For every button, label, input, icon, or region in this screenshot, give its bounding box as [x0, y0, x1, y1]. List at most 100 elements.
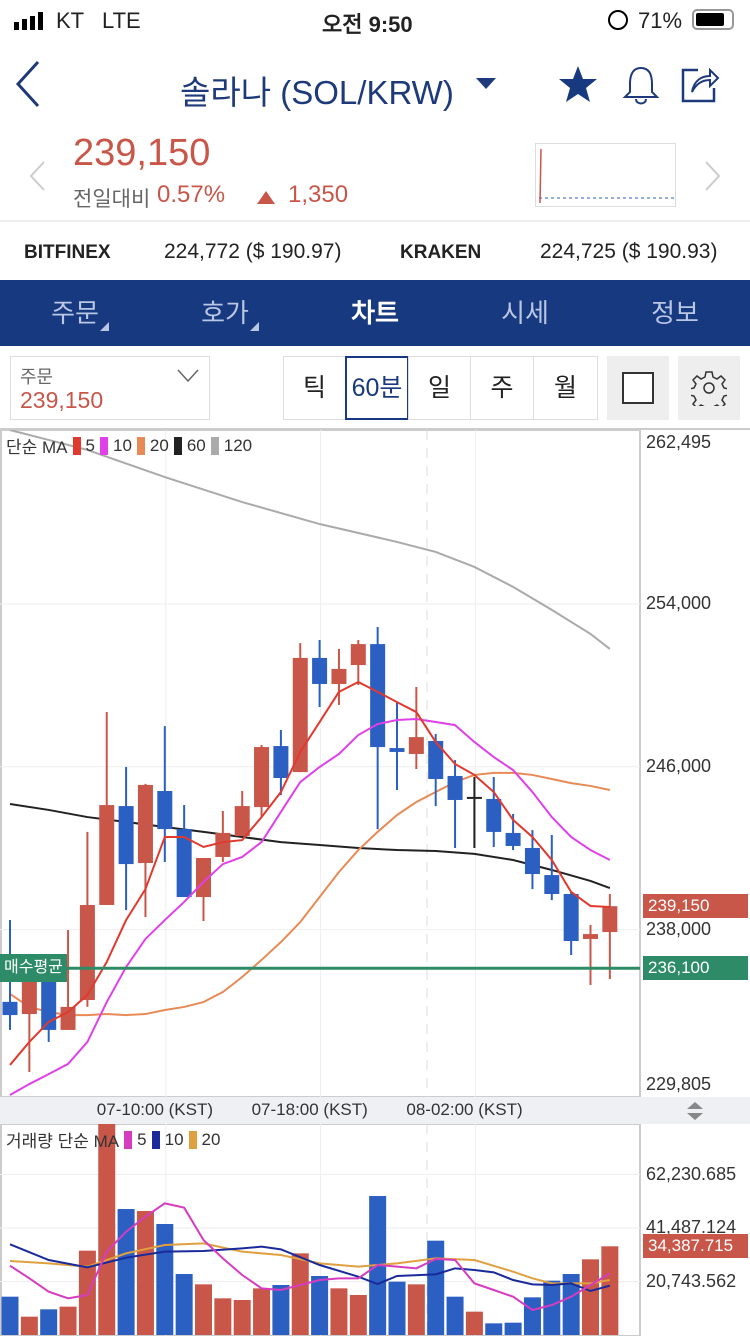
- candle-body: [41, 979, 57, 1030]
- change-percent: 0.57%: [157, 181, 226, 208]
- candle-body: [428, 740, 444, 780]
- candle-body: [2, 1001, 18, 1016]
- prev-coin-icon[interactable]: [28, 160, 46, 192]
- exchange-prices: BITFINEX 224,772 ($ 190.97) KRAKEN 224,7…: [0, 224, 750, 280]
- volume-bar: [582, 1259, 599, 1335]
- volume-bar: [117, 1209, 135, 1335]
- volume-bar: [272, 1284, 290, 1335]
- volume-bar: [175, 1274, 193, 1335]
- volume-bar: [523, 1297, 541, 1335]
- volume-ma20-line: [9, 1242, 611, 1285]
- volume-chart[interactable]: [0, 1124, 750, 1336]
- price-chart[interactable]: [0, 430, 750, 1097]
- plot-frame: [0, 430, 641, 1097]
- current-price: 239,150: [73, 132, 211, 174]
- exchange-name: BITFINEX: [24, 242, 111, 263]
- candle-body: [234, 806, 250, 836]
- square-icon: [622, 372, 654, 404]
- candle-body: [466, 796, 482, 799]
- candle-body: [486, 798, 502, 832]
- volume-bar: [214, 1298, 232, 1335]
- order-type-select[interactable]: 주문 239,150: [10, 356, 210, 420]
- candle-body: [273, 746, 289, 778]
- candle-body: [60, 1006, 76, 1030]
- volume-bar: [543, 1280, 561, 1335]
- volume-bar: [388, 1281, 406, 1335]
- battery-percent: 71%: [638, 8, 683, 33]
- volume-bar: [485, 1323, 503, 1335]
- candle-body: [137, 784, 153, 864]
- volume-bar: [59, 1306, 77, 1335]
- tab-label: 정보: [651, 298, 699, 328]
- quote-panel: 239,150 전일대비 0.57% 1,350: [0, 130, 750, 222]
- exchange-name: KRAKEN: [400, 242, 482, 263]
- volume-ma10-line: [9, 1243, 611, 1293]
- volume-bar: [446, 1296, 464, 1335]
- tab-orderbook[interactable]: 호가: [150, 280, 300, 346]
- candle-body: [583, 934, 598, 939]
- tab-order[interactable]: 주문: [0, 280, 150, 346]
- candle-body: [292, 657, 308, 773]
- submenu-indicator-icon: [250, 322, 259, 331]
- period-month[interactable]: 월: [533, 356, 598, 420]
- candle-body: [118, 806, 134, 865]
- candle-body: [331, 668, 347, 684]
- volume-bar: [1, 1296, 19, 1335]
- volume-bar: [330, 1288, 348, 1335]
- time-axis: [0, 1097, 750, 1124]
- ma120-line: [9, 430, 611, 650]
- volume-bar: [40, 1309, 58, 1335]
- period-60min[interactable]: 60분: [345, 356, 409, 420]
- candle-body: [350, 644, 366, 666]
- exchange-value: 224,725 ($ 190.93): [540, 240, 718, 263]
- candle-body: [370, 644, 386, 748]
- mini-chart[interactable]: [535, 143, 676, 207]
- candle-body: [176, 829, 192, 898]
- next-coin-icon[interactable]: [704, 160, 722, 192]
- candle-body: [505, 832, 521, 846]
- chart-area[interactable]: 262,495 254,000 246,000 238,000 229,805 62,23…: [0, 428, 750, 1336]
- layout-button[interactable]: [607, 356, 669, 420]
- change-amount: 1,350: [288, 181, 349, 208]
- period-day[interactable]: 일: [408, 356, 471, 420]
- caret-down-icon[interactable]: [476, 78, 496, 90]
- volume-bar: [407, 1284, 425, 1335]
- exchange-value: 224,772 ($ 190.97): [164, 240, 342, 263]
- order-price: 239,150: [20, 387, 104, 413]
- chevron-down-icon: [177, 369, 199, 383]
- status-bar: KT LTE 오전 9:50 71%: [0, 0, 750, 40]
- candle-body: [312, 657, 328, 684]
- volume-bar: [562, 1274, 580, 1335]
- tab-market[interactable]: 시세: [450, 280, 600, 346]
- volume-bar: [504, 1322, 522, 1335]
- tab-label: 차트: [351, 298, 399, 328]
- settings-button[interactable]: [678, 356, 740, 420]
- page-title[interactable]: 솔라나 (SOL/KRW): [180, 74, 454, 111]
- resize-handle-icon[interactable]: [686, 1101, 704, 1121]
- volume-bar: [195, 1284, 212, 1335]
- candle-body: [544, 875, 560, 894]
- volume-bar: [20, 1316, 38, 1335]
- tab-chart[interactable]: 차트: [300, 280, 450, 346]
- candle-body: [524, 847, 540, 875]
- candle-body: [408, 737, 424, 754]
- share-icon[interactable]: [680, 64, 720, 104]
- tab-info[interactable]: 정보: [600, 280, 750, 346]
- candle-body: [21, 979, 37, 1015]
- ma5-line: [9, 680, 610, 1066]
- period-tick[interactable]: 틱: [283, 356, 346, 420]
- volume-bar: [349, 1294, 367, 1335]
- plot-frame: [0, 1124, 641, 1336]
- bell-icon[interactable]: [622, 64, 660, 106]
- nav-bar: 솔라나 (SOL/KRW): [0, 40, 750, 130]
- candle-body: [157, 791, 173, 830]
- tab-label: 호가: [201, 298, 249, 328]
- ma10-line: [9, 717, 611, 1096]
- candle-body: [563, 893, 579, 941]
- star-icon[interactable]: [558, 64, 598, 104]
- volume-bar: [253, 1288, 271, 1335]
- gear-icon: [691, 371, 727, 406]
- back-icon[interactable]: [14, 60, 42, 108]
- period-week[interactable]: 주: [470, 356, 534, 420]
- candle-body: [99, 805, 115, 905]
